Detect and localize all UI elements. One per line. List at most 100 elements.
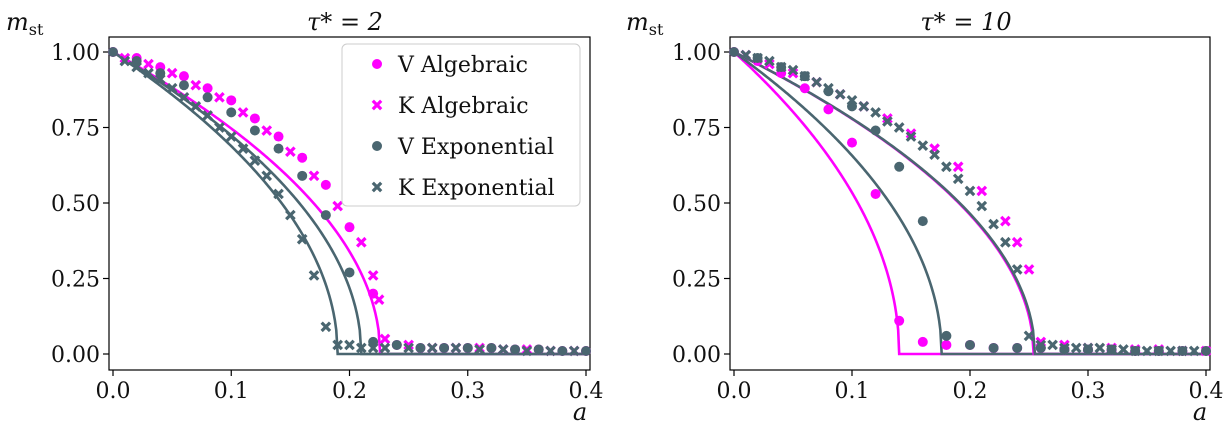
point-v-algebraic [226,95,237,106]
legend-label: V Algebraic [397,53,528,78]
point-k-exponential [202,110,213,121]
point-v-exponential [202,92,213,103]
y-tick-label: 0.50 [672,192,721,217]
ylabel-right: mst [626,8,664,39]
panel-tau-2: mst τ* = 2 a 0.0 0.1 0.2 0.3 0.4 0.00 0.25 0.50… [6,8,604,426]
point-v-exponential [729,47,739,57]
point-k-exponential [332,339,344,351]
point-v-exponential [557,345,568,356]
legend-marker-k-exponential [371,181,383,193]
point-k-algebraic [367,270,379,281]
point-k-exponential [964,185,976,197]
point-k-exponential [787,64,799,76]
point-k-exponential [143,67,154,79]
point-v-exponential [870,125,881,136]
x-tick-label: 0.0 [717,379,752,404]
y-tick-label: 0.00 [51,343,100,368]
xlabel-left: a [573,398,587,426]
point-v-exponential [988,342,999,353]
point-k-algebraic [166,67,178,79]
point-k-exponential [1129,345,1141,357]
point-k-exponential [545,345,556,357]
point-k-exponential [355,342,367,354]
x-tick-label: 0.3 [450,379,485,404]
point-v-algebraic [249,113,260,124]
y-tick-label: 0.75 [672,117,721,142]
y-tick-label: 0.75 [51,117,100,142]
x-tick-label: 0.1 [214,379,249,404]
point-v-exponential [391,339,402,350]
point-k-algebraic [261,125,273,136]
theory-curve-exponential [112,50,586,356]
point-v-exponential [320,210,331,221]
point-k-exponential [764,55,775,67]
point-k-exponential [988,218,999,230]
point-k-algebraic [379,333,391,345]
point-k-exponential [1082,342,1094,354]
point-k-exponential [929,149,940,161]
point-k-exponential [1011,264,1023,275]
point-k-exponential [1118,344,1129,355]
point-k-exponential [1023,330,1035,342]
point-v-exponential [486,342,497,353]
point-k-exponential [261,170,273,182]
point-k-exponential [775,61,787,73]
point-v-algebraic [178,71,189,82]
point-k-exponential [1165,345,1176,357]
theory-curve-exponential [733,50,1206,356]
point-v-exponential [249,125,260,136]
point-v-exponential [415,342,426,353]
theory-curve-algebraic [733,51,1206,356]
point-v-exponential [533,344,544,355]
point-k-exponential [1000,236,1011,248]
point-v-exponential [510,344,521,355]
y-tick-label: 0.25 [672,268,721,293]
point-k-exponential [1188,345,1200,357]
point-v-exponential [1012,342,1023,353]
x-tick-label: 0.3 [1071,379,1106,404]
point-k-exponential [846,94,858,106]
legend-label: K Algebraic [398,94,529,119]
legend-box [341,43,581,207]
point-k-exponential [917,140,929,151]
point-v-algebraic [273,131,284,142]
point-k-exponential [285,209,296,221]
point-k-algebraic [1000,215,1011,227]
point-v-exponential [273,143,284,154]
point-k-exponential [154,73,166,85]
legend-marker-v-algebraic [372,59,382,69]
point-k-exponential [320,321,332,333]
point-v-algebraic [894,315,905,326]
point-v-exponential [226,107,237,118]
point-k-exponential [823,82,834,94]
theory-curve-exponential [733,50,1206,356]
point-v-exponential [581,345,591,356]
point-k-exponential [403,342,414,354]
xlabel-right: a [1193,398,1207,426]
title-left: τ* = 2 [307,8,383,36]
legend-marker-v-exponential [372,141,382,151]
point-k-exponential [166,82,178,94]
point-k-algebraic [143,58,154,70]
point-k-exponential [893,122,905,133]
legend-marker-k-algebraic [371,99,383,111]
point-v-exponential [462,342,473,353]
point-k-exponential [1106,344,1117,355]
x-tick-label: 0.1 [835,379,870,404]
point-v-exponential [941,330,952,341]
y-tick-label: 0.50 [51,192,100,217]
point-k-algebraic [952,161,964,173]
theory-curve-algebraic [733,50,1206,356]
point-k-algebraic [787,67,799,79]
point-k-exponential [752,52,763,64]
point-k-exponential [131,61,142,73]
point-v-exponential [1201,345,1211,356]
point-v-algebraic [297,152,308,163]
x-tick-label: 0.0 [96,379,131,404]
point-k-exponential [1047,339,1058,351]
point-v-exponential [297,170,308,181]
point-v-exponential [965,339,975,350]
point-k-exponential [799,70,811,82]
point-k-exponential [1141,345,1153,357]
point-k-exponential [1070,342,1082,354]
